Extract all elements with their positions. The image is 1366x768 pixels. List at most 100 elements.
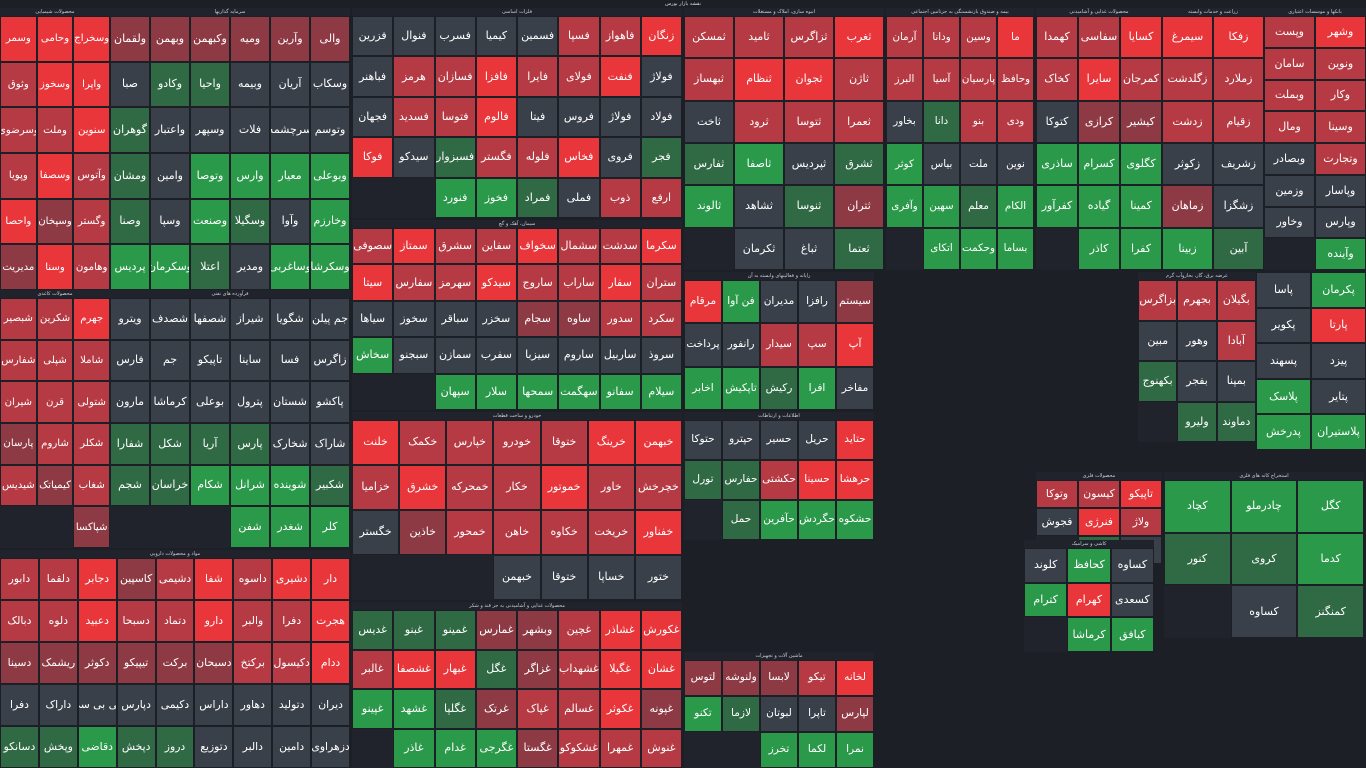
stock-tile[interactable]: سبجنو bbox=[393, 337, 435, 374]
stock-tile[interactable]: وآوا bbox=[270, 198, 310, 245]
stock-tile[interactable]: وملت bbox=[36, 107, 74, 153]
stock-tile[interactable]: ومال bbox=[1264, 111, 1315, 143]
stock-tile[interactable]: غپونه bbox=[640, 689, 682, 729]
stock-tile[interactable]: دهاور bbox=[233, 684, 273, 726]
stock-tile[interactable]: فسپا bbox=[558, 16, 600, 57]
stock-tile[interactable]: حتاید bbox=[836, 420, 874, 460]
stock-tile[interactable]: ساراب bbox=[558, 264, 600, 301]
stock-tile[interactable]: لبوتان bbox=[760, 696, 798, 732]
stock-tile[interactable]: سیدار bbox=[760, 323, 798, 367]
stock-tile[interactable]: سجام bbox=[517, 300, 559, 338]
stock-tile[interactable]: کمرجان bbox=[1120, 58, 1162, 101]
stock-tile[interactable]: دلوه bbox=[38, 600, 78, 642]
stock-tile[interactable]: واحیا bbox=[190, 61, 230, 108]
stock-tile[interactable]: فروس bbox=[558, 96, 600, 138]
stock-tile[interactable]: ارفع bbox=[640, 177, 682, 218]
stock-tile[interactable]: ددام bbox=[311, 642, 350, 684]
stock-tile[interactable]: وسکرشا bbox=[310, 244, 350, 290]
stock-tile[interactable]: دامین bbox=[272, 726, 312, 768]
stock-tile[interactable]: شصفها bbox=[190, 298, 230, 340]
stock-tile[interactable]: وحافظ bbox=[997, 58, 1034, 101]
stock-tile[interactable]: دسینا bbox=[0, 642, 39, 684]
stock-tile[interactable]: شوینده bbox=[270, 464, 310, 507]
stock-tile[interactable]: پاکشو bbox=[310, 381, 350, 423]
stock-tile[interactable]: زدشت bbox=[1162, 100, 1213, 143]
stock-tile[interactable]: پارسیان bbox=[960, 58, 997, 101]
stock-tile[interactable]: سفارس bbox=[393, 264, 435, 301]
stock-tile[interactable]: بوعلی bbox=[190, 381, 230, 423]
stock-tile[interactable]: فباهنر bbox=[352, 56, 394, 97]
stock-tile[interactable]: دزهراوی bbox=[311, 726, 350, 768]
stock-tile[interactable]: شجم bbox=[110, 464, 150, 507]
stock-tile[interactable]: فولاژ bbox=[599, 96, 641, 138]
stock-tile[interactable]: لتوس bbox=[684, 660, 722, 696]
stock-tile[interactable]: غگرجی bbox=[475, 728, 517, 768]
stock-tile[interactable]: وسپخان bbox=[36, 198, 74, 245]
stock-tile[interactable]: فروی bbox=[599, 137, 641, 178]
stock-tile[interactable]: وهامون bbox=[73, 244, 110, 290]
stock-tile[interactable]: دقاضی bbox=[77, 726, 117, 768]
stock-tile[interactable]: خاور bbox=[587, 465, 635, 510]
stock-tile[interactable]: زفکا bbox=[1213, 16, 1264, 59]
stock-tile[interactable]: وسرضوی bbox=[0, 107, 37, 153]
stock-tile[interactable]: ثشاهد bbox=[734, 185, 784, 228]
stock-tile[interactable]: غگلپا bbox=[434, 689, 476, 729]
stock-tile[interactable]: ودانا bbox=[923, 16, 960, 59]
stock-tile[interactable]: سکرما bbox=[640, 228, 682, 265]
stock-tile[interactable]: وامین bbox=[150, 153, 190, 199]
stock-tile[interactable]: دپارس bbox=[116, 684, 156, 726]
stock-tile[interactable]: خلنت bbox=[352, 420, 400, 465]
stock-tile[interactable]: جم bbox=[150, 339, 190, 382]
stock-tile[interactable]: ولاژ bbox=[1120, 508, 1162, 536]
stock-tile[interactable]: خگستر bbox=[352, 510, 400, 555]
stock-tile[interactable]: وپخش bbox=[38, 726, 78, 768]
stock-tile[interactable]: دکیسول bbox=[272, 642, 312, 684]
stock-tile[interactable]: وساغربی bbox=[270, 244, 310, 290]
stock-tile[interactable]: شیدیس bbox=[0, 464, 37, 507]
stock-tile[interactable]: آرمان bbox=[886, 16, 923, 59]
stock-tile[interactable]: زگلدشت bbox=[1162, 58, 1213, 101]
stock-tile[interactable]: شپلی bbox=[36, 339, 74, 382]
stock-tile[interactable]: دروز bbox=[155, 726, 195, 768]
stock-tile[interactable]: وسصفا bbox=[36, 153, 74, 199]
stock-tile[interactable]: خریخت bbox=[587, 510, 635, 555]
stock-tile[interactable]: زشگزا bbox=[1213, 185, 1264, 228]
stock-tile[interactable]: ونوین bbox=[1315, 47, 1366, 80]
stock-tile[interactable]: غمینو bbox=[434, 610, 476, 650]
stock-tile[interactable]: شپاکسا bbox=[73, 506, 110, 548]
stock-tile[interactable]: خاذین bbox=[399, 510, 447, 555]
stock-tile[interactable]: کیشیر bbox=[1120, 100, 1162, 143]
stock-tile[interactable]: آریان bbox=[270, 61, 310, 108]
stock-tile[interactable]: خزامیا bbox=[352, 465, 400, 510]
stock-tile[interactable]: فنوال bbox=[393, 16, 435, 57]
stock-tile[interactable]: الکام bbox=[997, 185, 1034, 228]
stock-tile[interactable]: فمراد bbox=[517, 177, 559, 218]
stock-tile[interactable]: کفرا bbox=[1120, 227, 1162, 270]
stock-tile[interactable]: سیاها bbox=[352, 300, 394, 338]
stock-tile[interactable]: دکوثر bbox=[77, 642, 117, 684]
stock-tile[interactable]: ثاژن bbox=[834, 58, 884, 101]
stock-tile[interactable]: سیلام bbox=[640, 373, 682, 410]
stock-tile[interactable]: فاهواز bbox=[599, 16, 641, 57]
stock-tile[interactable]: سدشت bbox=[599, 228, 641, 265]
stock-tile[interactable]: کتوکا bbox=[1036, 100, 1078, 143]
stock-tile[interactable]: کمینا bbox=[1120, 185, 1162, 228]
stock-tile[interactable]: خمحور bbox=[446, 510, 494, 555]
stock-tile[interactable]: سفانو bbox=[599, 373, 641, 410]
stock-tile[interactable]: پترول bbox=[230, 381, 270, 423]
stock-tile[interactable]: آپ bbox=[836, 323, 874, 367]
stock-tile[interactable]: غپاک bbox=[517, 689, 559, 729]
stock-tile[interactable]: سخزر bbox=[475, 300, 517, 338]
stock-tile[interactable]: ویترو bbox=[110, 298, 150, 340]
stock-tile[interactable]: پارسان bbox=[0, 423, 37, 465]
stock-tile[interactable]: فملی bbox=[558, 177, 600, 218]
stock-tile[interactable]: آسیا bbox=[923, 58, 960, 101]
stock-tile[interactable]: داراس bbox=[194, 684, 234, 726]
stock-tile[interactable]: بزاگرس bbox=[1138, 280, 1178, 321]
stock-tile[interactable]: فالوم bbox=[475, 96, 517, 138]
stock-tile[interactable]: کرماشا bbox=[150, 381, 190, 423]
stock-tile[interactable]: ثغرب bbox=[834, 16, 884, 59]
stock-tile[interactable]: غبنو bbox=[393, 610, 435, 650]
stock-tile[interactable]: دتماد bbox=[155, 600, 195, 642]
stock-tile[interactable]: کحافظ bbox=[1067, 548, 1111, 583]
